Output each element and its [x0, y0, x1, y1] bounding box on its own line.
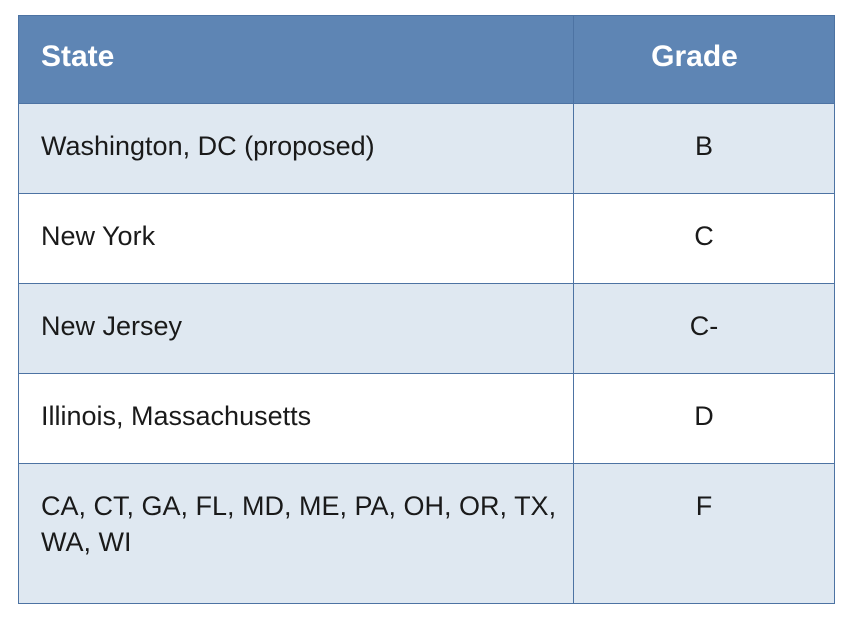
table-row: Washington, DC (proposed) B [19, 104, 835, 194]
cell-state: New Jersey [19, 284, 574, 374]
cell-state: Illinois, Massachusetts [19, 374, 574, 464]
cell-state: Washington, DC (proposed) [19, 104, 574, 194]
cell-state: CA, CT, GA, FL, MD, ME, PA, OH, OR, TX, … [19, 464, 574, 604]
cell-grade: F [574, 464, 835, 604]
grades-table: State Grade Washington, DC (proposed) B … [18, 15, 835, 604]
column-header-state: State [19, 16, 574, 104]
cell-grade: C [574, 194, 835, 284]
table-header-row: State Grade [19, 16, 835, 104]
cell-grade: D [574, 374, 835, 464]
column-header-grade: Grade [574, 16, 835, 104]
cell-grade: B [574, 104, 835, 194]
table-row: New Jersey C- [19, 284, 835, 374]
table-row: New York C [19, 194, 835, 284]
table-row: CA, CT, GA, FL, MD, ME, PA, OH, OR, TX, … [19, 464, 835, 604]
cell-state: New York [19, 194, 574, 284]
table-row: Illinois, Massachusetts D [19, 374, 835, 464]
cell-grade: C- [574, 284, 835, 374]
